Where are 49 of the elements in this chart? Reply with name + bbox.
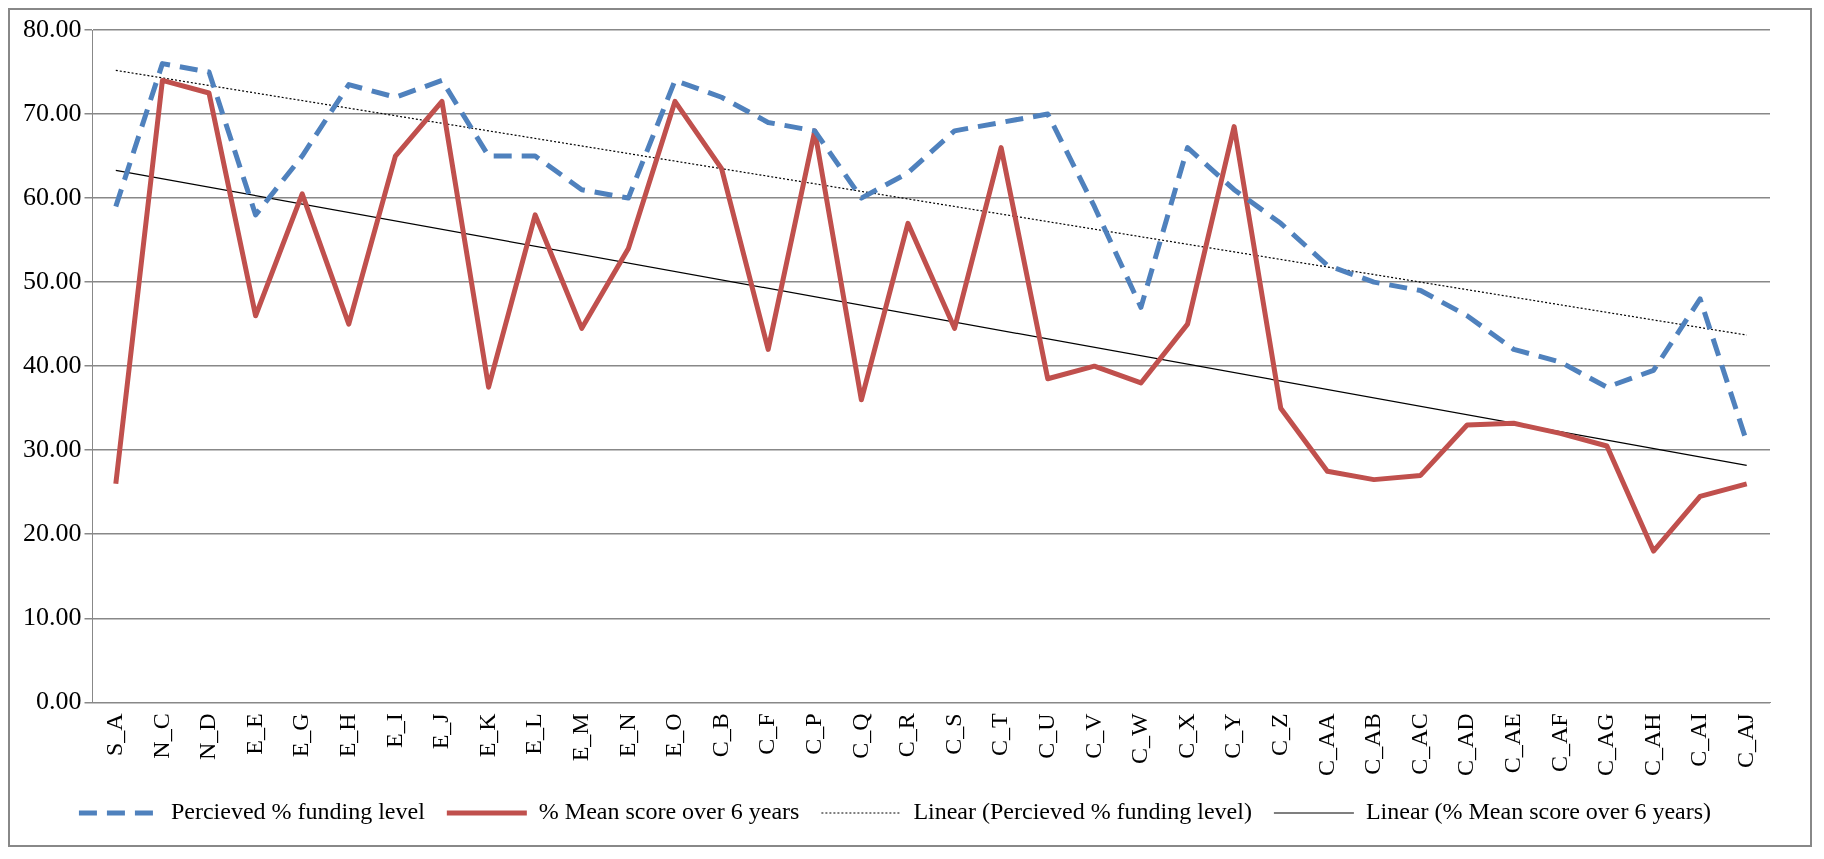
x-tick-label: C_AB	[1359, 713, 1386, 775]
x-tick-label: C_AJ	[1732, 713, 1758, 769]
y-tick-label: 50.00	[23, 265, 82, 295]
x-tick-label: C_AD	[1452, 713, 1479, 776]
x-tick-label: C_T	[986, 712, 1013, 756]
y-tick-label: 80.00	[23, 13, 82, 43]
x-tick-label: C_X	[1172, 713, 1199, 759]
x-tick-label: E_N	[613, 713, 640, 758]
x-tick-label: E_M	[567, 713, 594, 762]
x-tick-label: C_V	[1079, 712, 1106, 759]
y-tick-label: 30.00	[23, 434, 82, 464]
x-tick-label: C_B	[706, 713, 733, 758]
x-tick-label: C_AI	[1685, 713, 1712, 767]
x-tick-label: C_S	[939, 713, 966, 755]
x-tick-label: C_Y	[1219, 713, 1246, 759]
x-tick-label: C_U	[1033, 713, 1060, 759]
y-tick-label: 10.00	[23, 602, 82, 632]
x-tick-label: E_L	[520, 713, 547, 755]
x-tick-label: C_AA	[1312, 712, 1339, 776]
x-tick-label: E_J	[427, 713, 454, 750]
y-tick-label: 0.00	[36, 686, 82, 716]
x-tick-label: C_AE	[1499, 713, 1526, 774]
x-tick-label: E_H	[334, 713, 361, 758]
legend-label: Linear (Percieved % funding level)	[913, 798, 1252, 825]
x-tick-label: C_AH	[1638, 713, 1665, 776]
x-tick-label: E_K	[473, 712, 500, 758]
x-tick-label: E_I	[380, 713, 407, 748]
x-tick-label: C_AF	[1545, 713, 1572, 773]
x-tick-label: C_Q	[846, 713, 873, 759]
x-tick-label: N_C	[147, 713, 174, 759]
x-tick-label: E_O	[660, 713, 687, 758]
x-tick-label: C_W	[1126, 712, 1153, 764]
x-tick-label: C_P	[800, 713, 827, 755]
legend-label: Percieved % funding level	[170, 798, 426, 825]
x-tick-label: C_AC	[1405, 713, 1432, 775]
y-tick-label: 70.00	[23, 97, 82, 127]
y-tick-label: 60.00	[23, 181, 82, 211]
y-tick-label: 20.00	[23, 518, 82, 548]
x-tick-label: N_D	[194, 713, 221, 760]
x-tick-label: E_G	[287, 713, 314, 758]
x-tick-label: S_A	[101, 712, 128, 757]
legend-label: % Mean score over 6 years	[538, 798, 800, 825]
x-tick-label: E_E	[240, 713, 267, 755]
y-tick-label: 40.00	[23, 349, 82, 379]
legend-label: Linear (% Mean score over 6 years)	[1365, 798, 1712, 825]
x-tick-label: C_AG	[1592, 713, 1619, 776]
x-tick-label: C_F	[753, 713, 780, 755]
x-tick-label: C_R	[893, 713, 920, 758]
x-tick-label: C_Z	[1266, 713, 1293, 756]
